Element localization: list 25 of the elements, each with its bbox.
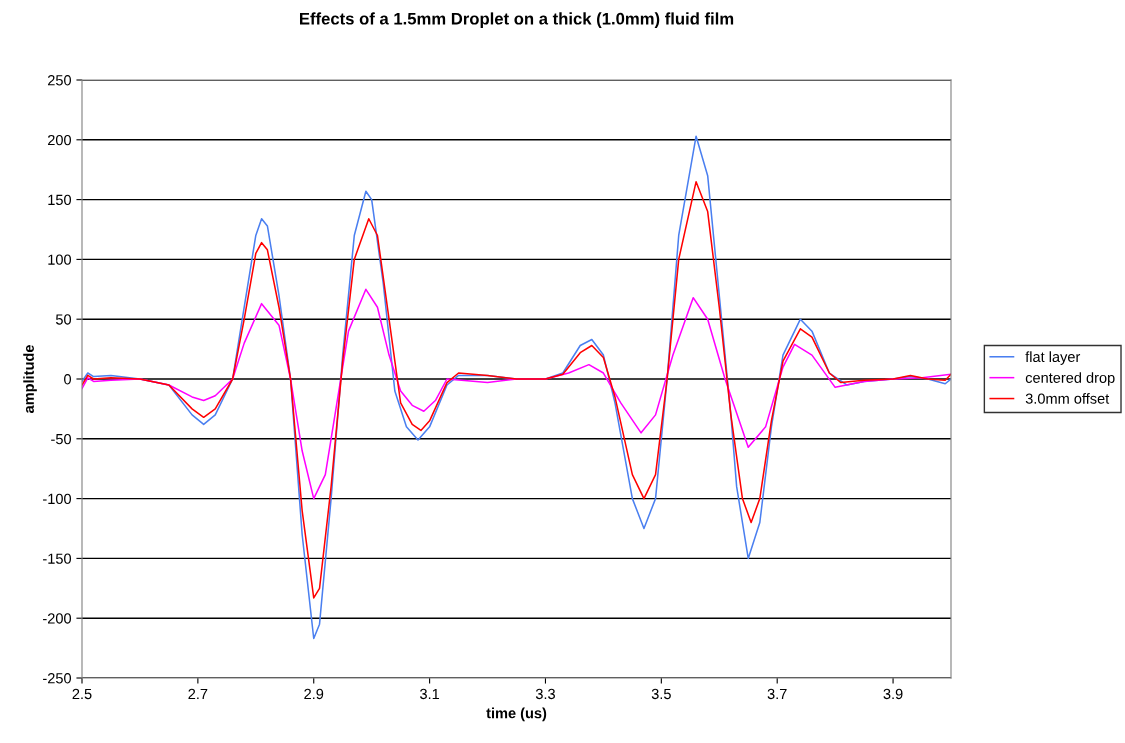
y-tick-label: -100 (43, 493, 72, 505)
x-tick-label: 2.9 (304, 688, 324, 700)
y-tick-label: -50 (51, 433, 72, 445)
x-tick-label: 3.3 (535, 688, 555, 700)
y-tick-label: -150 (43, 553, 72, 564)
x-axis-title: time (us) (486, 707, 547, 722)
y-tick-label: 0 (64, 374, 72, 385)
legend-label: centered drop (1025, 372, 1115, 386)
x-tick-label: 3.1 (420, 688, 440, 700)
x-tick-label: 3.7 (767, 688, 787, 700)
y-tick-label: -200 (43, 613, 72, 624)
y-axis-title: amplitude (23, 345, 37, 414)
y-tick-label: 200 (47, 134, 72, 146)
legend-label: flat layer (1025, 351, 1081, 365)
chart-title: Effects of a 1.5mm Droplet on a thick (1.0mm) fluid film (300, 12, 734, 28)
y-tick-label: 50 (55, 314, 72, 325)
y-tick-label: 250 (47, 75, 72, 86)
y-tick-label: 100 (48, 254, 72, 265)
x-tick-label: 2.7 (188, 688, 208, 699)
y-tick-label: 150 (48, 194, 72, 206)
x-tick-label: 3.5 (651, 688, 671, 700)
legend-label: 3.0mm offset (1025, 393, 1110, 404)
x-tick-label: 3.9 (883, 688, 903, 700)
y-tick-label: -250 (43, 673, 72, 684)
x-tick-label: 2.5 (72, 688, 92, 700)
